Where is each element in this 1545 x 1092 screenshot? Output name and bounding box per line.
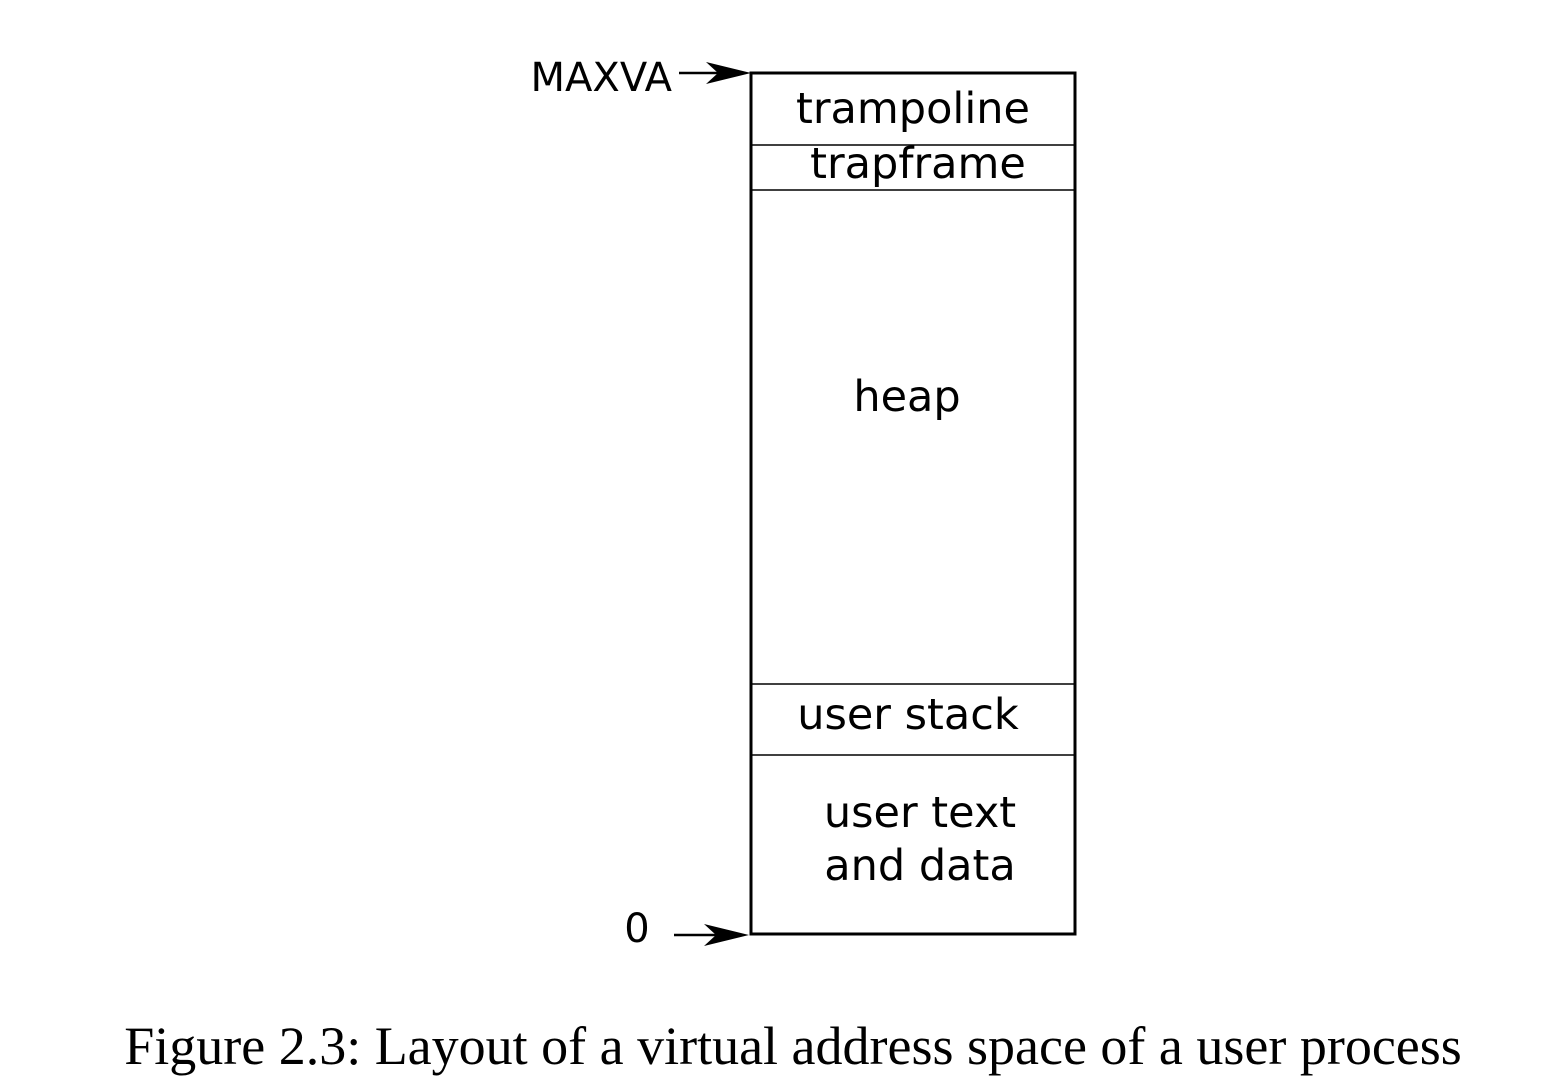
figure-caption: Figure 2.3: Layout of a virtual address … bbox=[124, 1016, 1462, 1076]
segment-trapframe-label: trapframe bbox=[810, 139, 1026, 189]
address-maxva-label: MAXVA bbox=[531, 55, 673, 101]
segment-user-text-label-line2: and data bbox=[824, 841, 1015, 891]
zero-arrow-icon bbox=[674, 924, 749, 946]
segment-trampoline-label: trampoline bbox=[796, 84, 1030, 134]
address-space-box bbox=[749, 71, 1077, 936]
address-zero-label: 0 bbox=[624, 906, 649, 952]
segment-user-stack-label: user stack bbox=[797, 690, 1019, 740]
segment-heap-label: heap bbox=[853, 372, 960, 422]
segment-user-text-label-line1: user text bbox=[824, 788, 1016, 838]
maxva-arrow-icon bbox=[679, 62, 751, 84]
